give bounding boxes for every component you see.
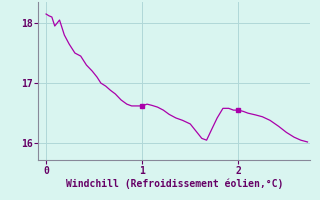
- X-axis label: Windchill (Refroidissement éolien,°C): Windchill (Refroidissement éolien,°C): [66, 178, 283, 189]
